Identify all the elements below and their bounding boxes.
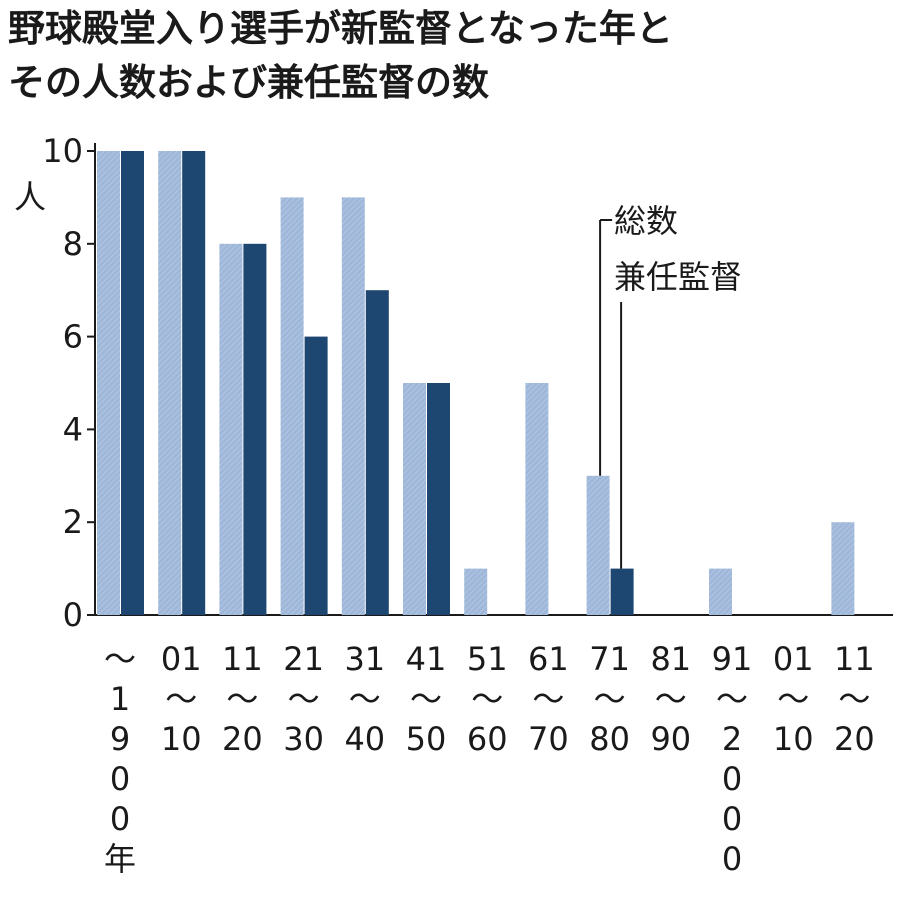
- x-tick-label: 01: [161, 640, 202, 678]
- x-tick-label: 11: [222, 640, 263, 678]
- bar-concurrent: [182, 151, 206, 615]
- x-tick-label: 21: [283, 640, 324, 678]
- x-tick-label: ～: [104, 640, 136, 678]
- bar-total: [97, 151, 120, 615]
- x-tick-label: ～: [288, 680, 320, 718]
- bar-concurrent: [427, 383, 450, 615]
- x-tick-label: 81: [650, 640, 691, 678]
- x-tick-label: 80: [589, 720, 630, 758]
- y-tick-label: 6: [63, 318, 83, 356]
- bar-concurrent: [304, 336, 328, 615]
- x-tick-label: 20: [834, 720, 875, 758]
- x-tick-label: 60: [467, 720, 508, 758]
- bar-concurrent: [121, 151, 144, 615]
- bar-total: [709, 568, 732, 615]
- x-tick-label: ～: [410, 680, 442, 718]
- x-tick-label: ～: [349, 680, 381, 718]
- x-tick-label: 40: [344, 720, 385, 758]
- x-tick-label: 70: [528, 720, 569, 758]
- x-tick-label: 50: [406, 720, 447, 758]
- y-tick-label: 8: [63, 225, 83, 263]
- legend-label-total: 総数: [614, 202, 678, 240]
- x-tick-label: 1: [110, 680, 130, 718]
- legend-label-concurrent: 兼任監督: [614, 258, 742, 296]
- y-tick-label: 10: [42, 132, 83, 170]
- x-tick-label: 20: [222, 720, 263, 758]
- bar-concurrent: [610, 568, 634, 615]
- x-tick-label: 0: [722, 840, 742, 878]
- x-tick-label: ～: [594, 680, 626, 718]
- y-tick-label: 4: [63, 410, 83, 448]
- bar-concurrent: [243, 243, 267, 616]
- x-tick-label: 年: [104, 840, 136, 878]
- x-tick-label: ～: [716, 680, 748, 718]
- x-tick-label: 10: [161, 720, 202, 758]
- x-tick-label: ～: [532, 680, 564, 718]
- bar-total: [586, 475, 610, 615]
- x-tick-label: 01: [773, 640, 814, 678]
- x-tick-label: 41: [406, 640, 447, 678]
- x-tick-label: 10: [773, 720, 814, 758]
- x-tick-label: 0: [722, 800, 742, 838]
- x-tick-label: 30: [283, 720, 324, 758]
- x-tick-label: ～: [226, 680, 258, 718]
- bar-total: [219, 243, 243, 616]
- x-tick-label: 71: [589, 640, 630, 678]
- bar-total: [831, 522, 855, 615]
- bar-total: [525, 383, 549, 615]
- x-tick-label: ～: [655, 680, 687, 718]
- x-tick-label: 31: [344, 640, 385, 678]
- bar-total: [341, 197, 365, 615]
- x-tick-label: 90: [650, 720, 691, 758]
- x-tick-label: 2: [722, 720, 742, 758]
- chart-title-line-2: その人数および兼任監督の数: [8, 61, 489, 104]
- x-tick-label: 9: [110, 720, 130, 758]
- x-tick-label: ～: [471, 680, 503, 718]
- x-tick-label: 0: [110, 800, 130, 838]
- chart-title-line-1: 野球殿堂入り選手が新監督となった年と: [8, 7, 673, 50]
- y-tick-label: 2: [63, 503, 83, 541]
- x-tick-label: 51: [467, 640, 508, 678]
- y-axis-unit-label: 人: [14, 178, 46, 216]
- bar-total: [464, 568, 488, 615]
- bar-total: [158, 151, 182, 615]
- bar-concurrent: [365, 290, 389, 615]
- x-tick-label: 91: [712, 640, 753, 678]
- x-tick-label: 0: [722, 760, 742, 798]
- x-tick-label: 0: [110, 760, 130, 798]
- x-tick-label: 11: [834, 640, 875, 678]
- y-tick-label: 0: [63, 596, 83, 634]
- x-tick-label: 61: [528, 640, 569, 678]
- x-tick-label: ～: [777, 680, 809, 718]
- bar-total: [403, 383, 426, 615]
- x-tick-label: ～: [165, 680, 197, 718]
- bar-total: [280, 197, 304, 615]
- x-tick-label: ～: [838, 680, 870, 718]
